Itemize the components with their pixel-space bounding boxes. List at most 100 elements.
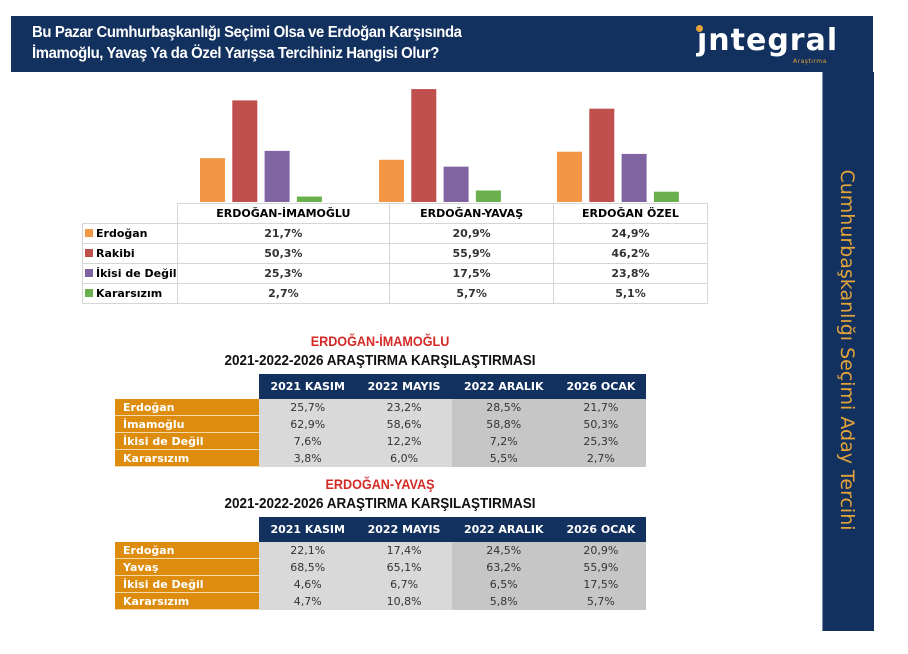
chart-table-col-header: ERDOĞAN ÖZEL	[552, 203, 709, 224]
chart-table-cell: 24,9%	[552, 223, 709, 244]
chart-table-header-row: ERDOĞAN-İMAMOĞLU ERDOĞAN-YAVAŞ ERDOĞAN Ö…	[82, 203, 709, 224]
chart-table-cell: 46,2%	[552, 243, 709, 264]
comparison-cell: 20,9%	[555, 542, 646, 559]
comparison-row-label: Erdoğan	[115, 399, 259, 416]
comparison-cell: 21,7%	[555, 399, 646, 416]
comparison-cell: 7,6%	[259, 432, 357, 450]
comparison-row-label: Erdoğan	[115, 542, 259, 559]
comparison-corner	[115, 517, 259, 542]
bar-karars-z-m-0	[296, 196, 322, 202]
logo-dot-icon	[696, 25, 703, 32]
comparison-col-header: 2022 ARALIK	[451, 517, 556, 542]
chart-table-col-header: ERDOĞAN-YAVAŞ	[389, 203, 554, 224]
comparison-col-header: 2026 OCAK	[555, 374, 646, 399]
side-band	[822, 72, 874, 631]
comparison-cell: 25,7%	[259, 399, 357, 416]
comparison-cell: 6,5%	[451, 575, 556, 593]
comparison-col-header: 2021 KASIM	[259, 517, 357, 542]
bar-erdo-an-0	[200, 158, 225, 202]
chart-table-cell: 17,5%	[389, 263, 554, 284]
page-title: Bu Pazar Cumhurbaşkanlığı Seçimi Olsa ve…	[32, 22, 462, 64]
comparison-row-label: Yavaş	[115, 558, 259, 576]
comparison-cell: 5,7%	[555, 592, 646, 610]
comparison-cell: 12,2%	[356, 432, 452, 450]
chart-table-row: İkisi de Değil 25,3% 17,5% 23,8%	[82, 263, 709, 284]
comparison-cell: 4,6%	[259, 575, 357, 593]
legend-item: Rakibi	[82, 243, 178, 264]
comparison-col-header: 2022 MAYIS	[356, 517, 452, 542]
bar-i-kisi-de-de-il-1	[443, 166, 469, 202]
comparison-col-header: 2026 OCAK	[555, 517, 646, 542]
comparison-row: Yavaş 68,5% 65,1% 63,2% 55,9%	[115, 558, 646, 576]
legend-label: Erdoğan	[96, 227, 148, 240]
chart-table-corner	[82, 203, 177, 224]
comparison-table-yavas: 2021 KASIM 2022 MAYIS 2022 ARALIK 2026 OCAK…	[115, 517, 646, 610]
chart-table-cell: 5,7%	[389, 283, 554, 304]
comparison-corner	[115, 374, 259, 399]
legend-label: Kararsızım	[96, 287, 163, 300]
legend-item: Kararsızım	[82, 283, 178, 304]
comparison-cell: 17,4%	[356, 542, 452, 559]
comparison-col-header: 2022 MAYIS	[356, 374, 452, 399]
comparison-row: Erdoğan 25,7% 23,2% 28,5% 21,7%	[115, 399, 646, 416]
comparison-cell: 6,7%	[356, 575, 452, 593]
title-line-1: Bu Pazar Cumhurbaşkanlığı Seçimi Olsa ve…	[32, 24, 462, 41]
comparison-cell: 6,0%	[356, 449, 452, 467]
chart-table-row: Erdoğan 21,7% 20,9% 24,9%	[82, 223, 709, 244]
comparison-cell: 2,7%	[555, 449, 646, 467]
comparison-cell: 4,7%	[259, 592, 357, 610]
bar-karars-z-m-1	[475, 190, 501, 202]
chart-table-cell: 23,8%	[552, 263, 709, 284]
comparison-row-label: Kararsızım	[115, 592, 259, 610]
title-line-2: İmamoğlu, Yavaş Ya da Özel Yarışsa Terci…	[32, 45, 440, 62]
comparison-table-imamoglu: 2021 KASIM 2022 MAYIS 2022 ARALIK 2026 OCAK…	[115, 374, 646, 467]
comparison-cell: 55,9%	[555, 558, 646, 576]
chart-table-row: Rakibi 50,3% 55,9% 46,2%	[82, 243, 709, 264]
comparison-cell: 28,5%	[451, 399, 556, 416]
comparison-cell: 63,2%	[451, 558, 556, 576]
bar-karars-z-m-2	[653, 191, 679, 202]
comparison-col-header: 2021 KASIM	[259, 374, 357, 399]
comparison-row: İmamoğlu 62,9% 58,6% 58,8% 50,3%	[115, 415, 646, 433]
bar-i-kisi-de-de-il-0	[264, 150, 290, 202]
legend-label: Rakibi	[96, 247, 135, 260]
comparison-col-header: 2022 ARALIK	[451, 374, 556, 399]
comparison-header-row: 2021 KASIM 2022 MAYIS 2022 ARALIK 2026 OCAK	[115, 374, 646, 399]
comparison-row: İkisi de Değil 7,6% 12,2% 7,2% 25,3%	[115, 432, 646, 450]
comparison-row-label: Kararsızım	[115, 449, 259, 467]
chart-table-cell: 21,7%	[176, 223, 391, 244]
comparison-cell: 23,2%	[356, 399, 452, 416]
comparison-cell: 58,6%	[356, 415, 452, 433]
comparison-cell: 25,3%	[555, 432, 646, 450]
chart-table-cell: 2,7%	[176, 283, 391, 304]
side-vertical-title: Cumhurbaşkanlığı Seçimi Aday Tercihi	[836, 169, 858, 531]
comparison-cell: 17,5%	[555, 575, 646, 593]
legend-swatch-icon	[85, 249, 93, 257]
bar-rakibi-2	[589, 108, 615, 202]
legend-swatch-icon	[85, 289, 93, 297]
comparison-row-label: İkisi de Değil	[115, 432, 259, 450]
comparison-1-title: ERDOĞAN-İMAMOĞLU	[310, 333, 450, 349]
chart-table-cell: 50,3%	[176, 243, 391, 264]
comparison-row: Kararsızım 3,8% 6,0% 5,5% 2,7%	[115, 449, 646, 467]
comparison-cell: 3,8%	[259, 449, 357, 467]
legend-item: Erdoğan	[82, 223, 178, 244]
comparison-2-title: ERDOĞAN-YAVAŞ	[325, 476, 435, 492]
logo-subtext: Araştırma	[793, 58, 827, 65]
bar-erdo-an-1	[379, 159, 404, 202]
bar-erdo-an-2	[557, 151, 582, 202]
comparison-cell: 62,9%	[259, 415, 357, 433]
comparison-header-row: 2021 KASIM 2022 MAYIS 2022 ARALIK 2026 OCAK	[115, 517, 646, 542]
comparison-cell: 65,1%	[356, 558, 452, 576]
bar-rakibi-0	[232, 100, 258, 202]
comparison-cell: 7,2%	[451, 432, 556, 450]
comparison-row: İkisi de Değil 4,6% 6,7% 6,5% 17,5%	[115, 575, 646, 593]
chart-data-table: ERDOĞAN-İMAMOĞLU ERDOĞAN-YAVAŞ ERDOĞAN Ö…	[82, 203, 709, 304]
comparison-row-label: İkisi de Değil	[115, 575, 259, 593]
comparison-cell: 68,5%	[259, 558, 357, 576]
legend-label: İkisi de Değil	[96, 267, 177, 280]
comparison-cell: 5,8%	[451, 592, 556, 610]
comparison-2-subtitle: 2021-2022-2026 ARAŞTIRMA KARŞILAŞTIRMASI	[224, 495, 536, 512]
header-band	[11, 16, 873, 72]
comparison-row: Kararsızım 4,7% 10,8% 5,8% 5,7%	[115, 592, 646, 610]
